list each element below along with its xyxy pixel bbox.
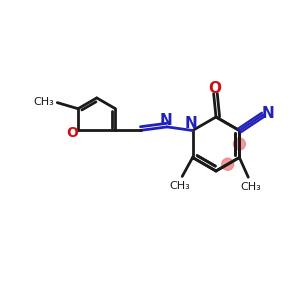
Circle shape [233, 138, 245, 150]
Text: CH₃: CH₃ [33, 97, 54, 107]
Text: CH₃: CH₃ [169, 181, 190, 191]
Text: N: N [262, 106, 275, 121]
Text: CH₃: CH₃ [240, 182, 261, 192]
Circle shape [222, 158, 234, 170]
Text: O: O [208, 81, 221, 96]
Text: O: O [66, 126, 78, 140]
Text: N: N [159, 113, 172, 128]
Text: N: N [185, 116, 197, 131]
